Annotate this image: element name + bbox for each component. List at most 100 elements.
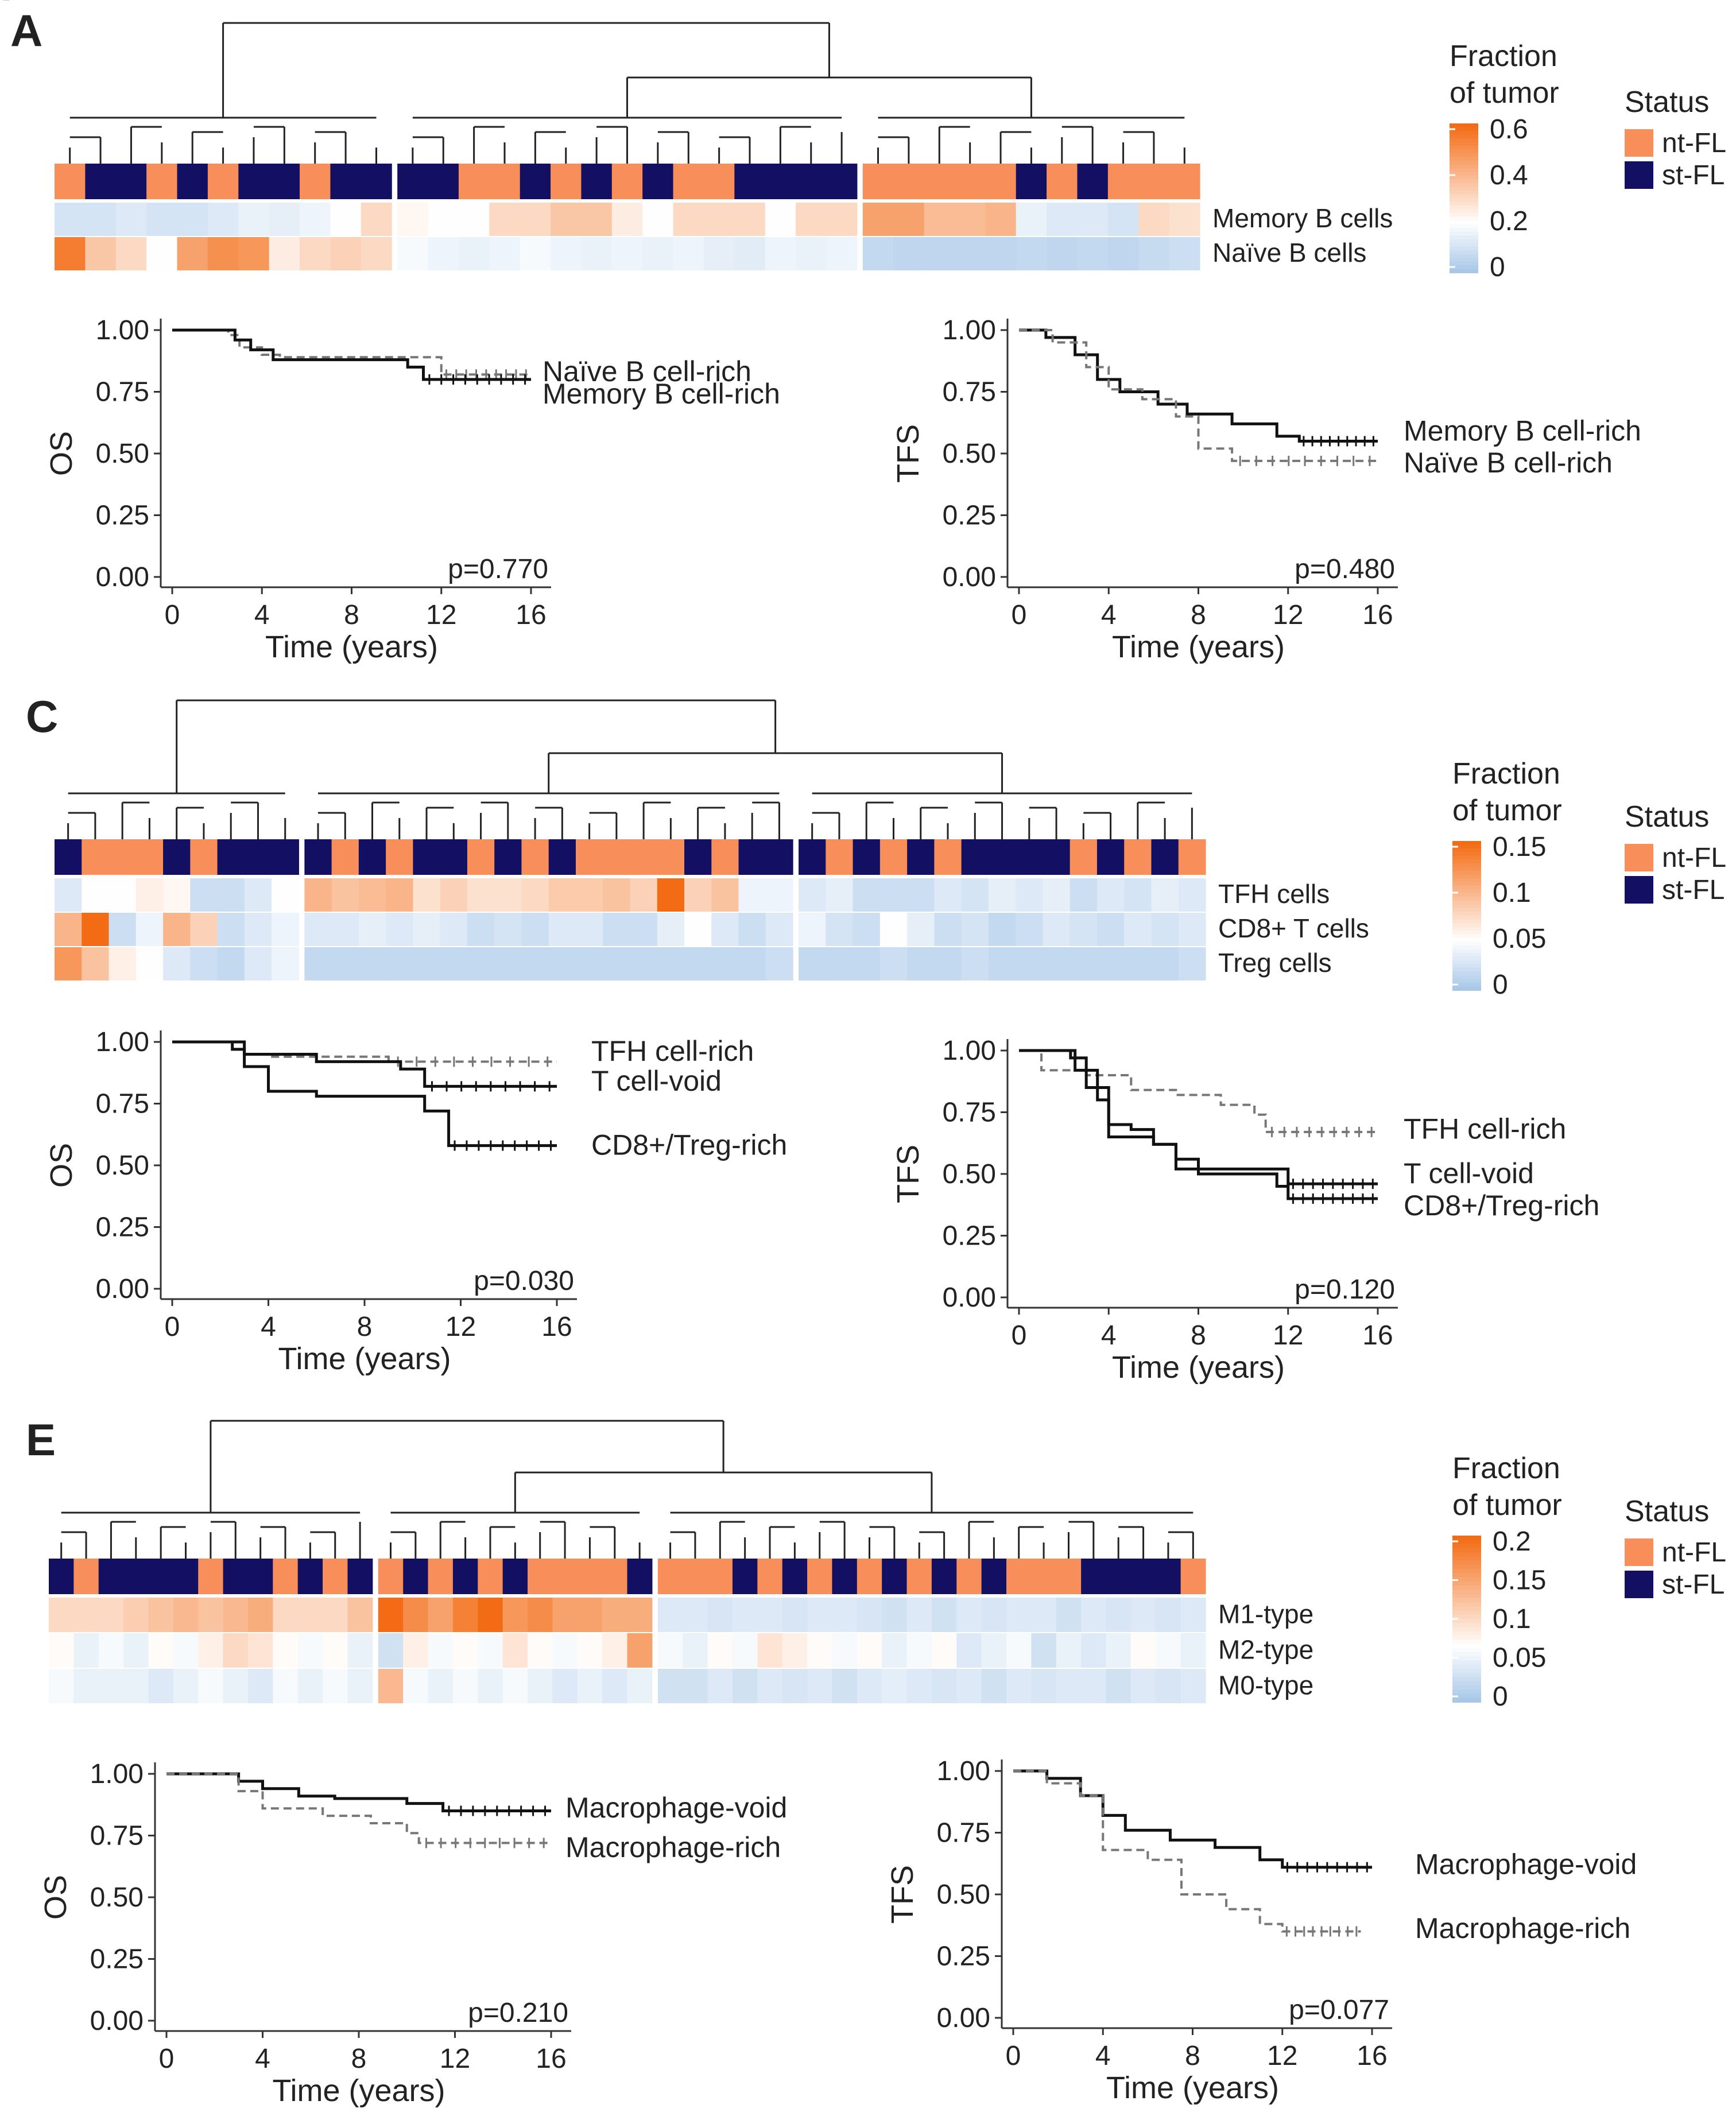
heatmap-cell xyxy=(981,1633,1007,1668)
heatmap-cell xyxy=(452,1633,478,1668)
status-cell xyxy=(198,1559,224,1594)
heatmap-cell xyxy=(738,878,766,912)
fraction-legend: Fraction of tumor 0.15 0.1 0.05 0 xyxy=(1452,757,1562,1000)
heatmap-cell xyxy=(1016,237,1047,270)
status-cell xyxy=(1031,1559,1057,1594)
status-cell xyxy=(1169,164,1200,199)
heatmap-cell xyxy=(297,1669,323,1703)
panel-label-e: E xyxy=(26,1414,56,1465)
y-tick-label: 0.25 xyxy=(96,501,149,531)
heatmap-cell xyxy=(548,878,576,912)
y-axis-title: TFS xyxy=(885,1865,920,1924)
x-tick-label: 8 xyxy=(1185,2041,1200,2071)
legend-gradient-step xyxy=(1450,213,1478,218)
legend-gradient-step xyxy=(1452,1556,1481,1561)
heatmap-cell xyxy=(981,1598,1007,1632)
heatmap-cell xyxy=(882,1598,908,1632)
y-tick-label: 0.50 xyxy=(943,1159,996,1189)
heatmap-cell xyxy=(893,203,925,236)
legend-gradient-step xyxy=(1450,146,1478,150)
heatmap-cell xyxy=(85,203,117,236)
heatmap-cell xyxy=(347,1598,373,1632)
legend-tick-label: 0.2 xyxy=(1490,206,1528,237)
heatmap-cell xyxy=(907,947,935,980)
status-cell xyxy=(548,839,576,875)
legend-gradient-step xyxy=(1452,956,1481,961)
km-curve xyxy=(1013,1769,1372,1869)
heatmap-cell xyxy=(799,878,826,912)
heatmap-cell xyxy=(273,1633,299,1668)
status-cell xyxy=(657,1559,683,1594)
heatmap-cell xyxy=(323,1669,348,1703)
status-cell xyxy=(1047,164,1078,199)
heatmap-cell xyxy=(782,1633,808,1668)
legend-title: of tumor xyxy=(1450,76,1559,110)
heatmap-cell xyxy=(361,237,392,270)
x-tick-label: 16 xyxy=(1362,1320,1393,1351)
km-curve xyxy=(166,1773,551,1844)
heatmap-cell xyxy=(330,203,362,236)
status-cell xyxy=(55,164,86,199)
status-cell xyxy=(489,164,521,199)
status-cell xyxy=(893,164,925,199)
legend-gradient-step xyxy=(1452,971,1481,976)
legend-gradient-step xyxy=(1450,179,1478,184)
status-cell xyxy=(330,164,362,199)
legend-gradient-step xyxy=(1452,863,1481,868)
heatmap-cell xyxy=(478,1669,503,1703)
heatmap-cell xyxy=(1180,1598,1206,1632)
heatmap-cell xyxy=(49,1669,74,1703)
status-legend-label: nt-FL xyxy=(1662,1537,1726,1568)
heatmap-cell xyxy=(198,1633,224,1668)
legend-gradient-step xyxy=(1452,1689,1481,1695)
legend-gradient-step xyxy=(1452,916,1481,920)
heatmap-cell xyxy=(684,913,712,946)
heatmap-cell xyxy=(272,913,299,946)
heatmap-cell xyxy=(857,1633,882,1668)
x-tick-label: 12 xyxy=(1273,1320,1303,1351)
status-cell xyxy=(799,839,826,875)
legend-gradient-step xyxy=(1452,1635,1481,1641)
heatmap-cell xyxy=(163,878,191,912)
heatmap-cell xyxy=(1070,913,1098,946)
y-tick-label: 1.00 xyxy=(943,1036,996,1066)
status-cell xyxy=(1178,839,1206,875)
status-cell xyxy=(1016,164,1047,199)
heatmap-cell xyxy=(358,878,386,912)
x-tick-label: 8 xyxy=(357,1312,373,1342)
heatmap-cell xyxy=(551,203,582,236)
legend-gradient-step xyxy=(1452,934,1481,939)
status-cell xyxy=(954,164,986,199)
heatmap-cell xyxy=(244,947,272,980)
status-cell xyxy=(551,164,582,199)
legend-gradient-step xyxy=(1452,1693,1481,1699)
y-tick-label: 0.25 xyxy=(90,1944,144,1975)
x-tick-label: 16 xyxy=(541,1312,572,1342)
heatmap-cell xyxy=(82,947,110,980)
y-axis-title: OS xyxy=(38,1875,73,1920)
heatmap-cell xyxy=(642,237,674,270)
heatmap-cell xyxy=(961,947,989,980)
legend-gradient-step xyxy=(1450,231,1478,236)
heatmap-cell xyxy=(330,237,362,270)
status-swatch xyxy=(1625,1571,1653,1598)
legend-gradient-step xyxy=(1452,1552,1481,1557)
heatmap-cell xyxy=(852,913,881,946)
heatmap-cell xyxy=(238,203,270,236)
status-cell xyxy=(478,1559,503,1594)
heatmap-cell xyxy=(1180,1669,1206,1703)
legend-gradient-step xyxy=(1452,1569,1481,1574)
heatmap-cell xyxy=(862,237,894,270)
heatmap-cell xyxy=(135,947,164,980)
status-cell xyxy=(1180,1559,1206,1594)
heatmap-cell xyxy=(985,237,1017,270)
status-cell xyxy=(494,839,522,875)
status-cell xyxy=(135,839,164,875)
heatmap-cell xyxy=(577,1669,603,1703)
legend-gradient-step xyxy=(1450,201,1478,206)
heatmap-cell xyxy=(988,947,1016,980)
heatmap-cell xyxy=(1077,237,1109,270)
status-swatch xyxy=(1625,876,1653,904)
heatmap-cell xyxy=(1096,913,1125,946)
heatmap-cell xyxy=(931,1633,957,1668)
